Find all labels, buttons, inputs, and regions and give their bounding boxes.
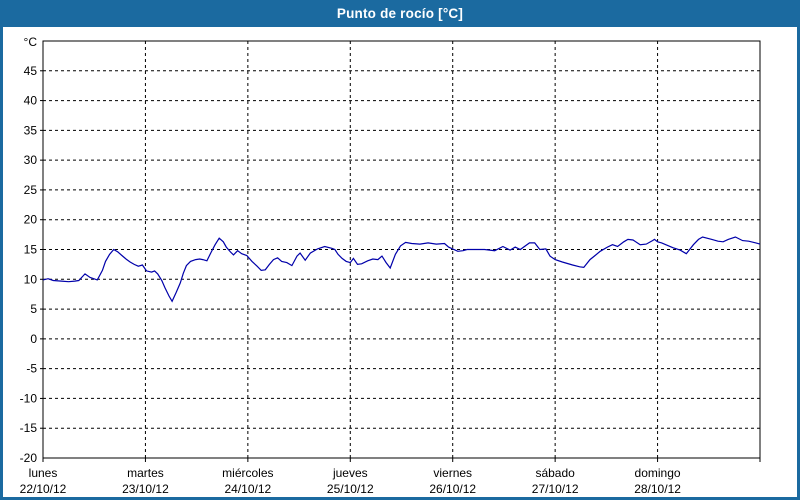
x-axis-date-label: 28/10/12 xyxy=(634,482,681,496)
y-axis-label: -5 xyxy=(26,362,37,376)
x-axis-day-label: martes xyxy=(127,466,164,480)
y-axis-label: 25 xyxy=(24,183,38,197)
window-title: Punto de rocío [°C] xyxy=(336,6,464,21)
x-axis-date-label: 25/10/12 xyxy=(327,482,374,496)
window-titlebar: Punto de rocío [°C] xyxy=(0,0,800,27)
x-axis-date-label: 22/10/12 xyxy=(20,482,67,496)
x-axis-date-label: 26/10/12 xyxy=(429,482,476,496)
series-line xyxy=(42,236,761,303)
y-axis-label: 40 xyxy=(24,94,38,108)
x-axis-day-label: jueves xyxy=(332,466,368,480)
y-axis-label: 20 xyxy=(24,213,38,227)
y-axis-unit-label: °C xyxy=(24,35,38,49)
x-axis-day-label: sábado xyxy=(535,466,575,480)
y-axis-label: 35 xyxy=(24,123,38,137)
y-axis-label: 5 xyxy=(30,302,37,316)
x-axis-date-label: 23/10/12 xyxy=(122,482,169,496)
x-axis-day-label: domingo xyxy=(635,466,681,480)
x-axis-day-label: viernes xyxy=(433,466,472,480)
plot-border xyxy=(42,40,761,459)
y-axis-label: -10 xyxy=(20,391,38,405)
y-axis-label: -15 xyxy=(20,421,38,435)
x-axis-day-label: lunes xyxy=(29,466,58,480)
y-axis-label: 0 xyxy=(30,332,37,346)
x-axis-date-label: 24/10/12 xyxy=(224,482,271,496)
y-axis-label: -20 xyxy=(20,451,38,465)
y-axis-label: 15 xyxy=(24,243,38,257)
y-axis-label: 30 xyxy=(24,153,38,167)
y-axis-label: 45 xyxy=(24,64,38,78)
x-axis-date-label: 27/10/12 xyxy=(532,482,579,496)
chart-panel xyxy=(3,27,797,497)
x-axis-day-label: miércoles xyxy=(222,466,273,480)
y-axis-label: 10 xyxy=(24,272,38,286)
